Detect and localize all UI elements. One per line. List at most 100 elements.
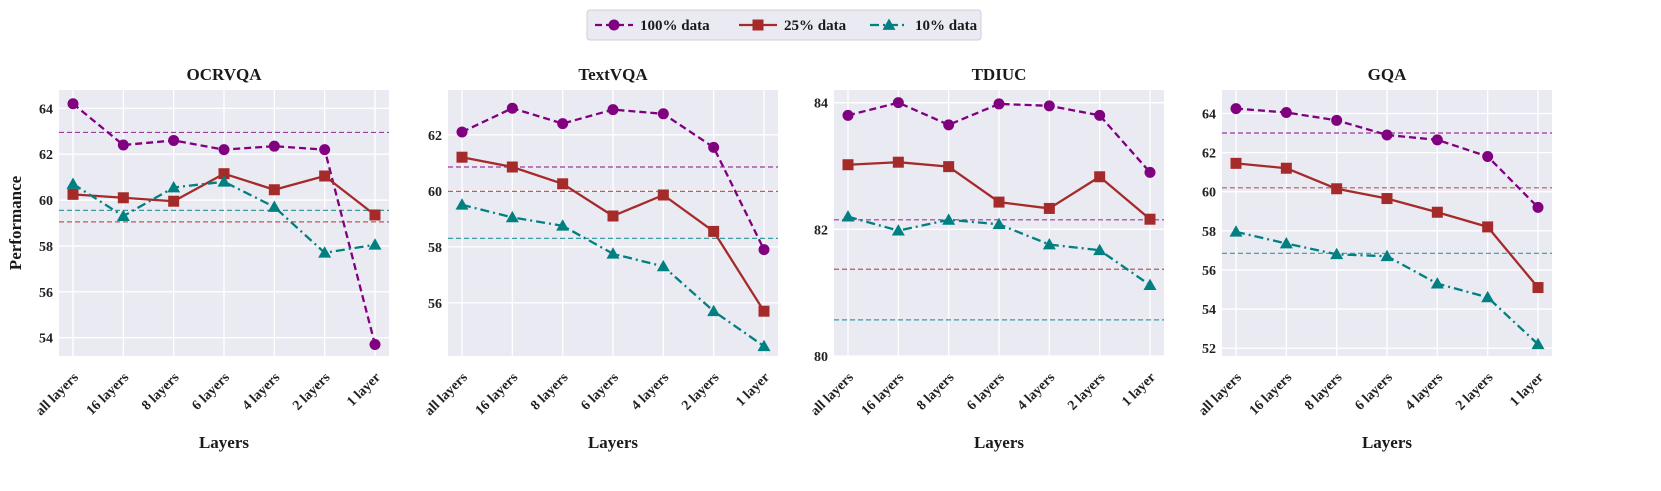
- data-point-10-data: [556, 219, 570, 231]
- x-tick-label: 16 layers: [1247, 370, 1296, 419]
- data-point-25-data: [842, 159, 854, 171]
- y-tick-label: 84: [814, 97, 828, 112]
- x-tick-label: 1 layer: [1507, 370, 1546, 409]
- data-point-100-data: [943, 119, 955, 131]
- x-tick-label: 4 layers: [1015, 370, 1059, 414]
- x-tick-label: 8 layers: [1302, 370, 1346, 414]
- data-point-25-data: [758, 305, 770, 317]
- x-tick-label: 6 layers: [190, 370, 234, 414]
- data-point-10-data: [455, 198, 469, 210]
- legend-marker-100-data: [608, 19, 620, 31]
- x-tick-label: 6 layers: [579, 370, 623, 414]
- data-point-10-data: [992, 217, 1006, 230]
- y-tick-label: 56: [39, 286, 53, 301]
- x-tick-label: 16 layers: [84, 370, 133, 419]
- y-tick-label: 60: [428, 185, 442, 200]
- y-tick-label: 56: [1202, 264, 1216, 279]
- x-tick-label: 1 layer: [733, 370, 772, 409]
- data-point-10-data: [318, 246, 332, 258]
- series-100-data-textvqa: [456, 102, 770, 256]
- data-point-10-data: [66, 177, 80, 189]
- panel-ocrvqa: OCRVQA 54 56 58 60 62 64 all layers 16 layers 8 l…: [6, 65, 389, 452]
- data-point-25-data: [1331, 183, 1343, 195]
- x-axis-label-ocrvqa: Layers: [199, 433, 249, 452]
- y-tick-label: 58: [39, 240, 53, 255]
- data-point-10-data: [1093, 243, 1107, 256]
- data-point-10-data: [707, 304, 721, 317]
- y-tick-label: 58: [428, 241, 442, 256]
- x-tick-label: 4 layers: [629, 370, 673, 414]
- grid-gqa: [1222, 90, 1552, 356]
- data-point-100-data: [1094, 109, 1106, 121]
- series-100-data-tdiuc: [842, 97, 1156, 178]
- x-tick-label: all layers: [422, 370, 471, 419]
- x-axis-label-textvqa: Layers: [588, 433, 638, 452]
- legend-marker-10-data: [882, 18, 896, 30]
- data-point-100-data: [1230, 103, 1242, 115]
- data-point-25-data: [369, 209, 381, 221]
- x-tick-label: 8 layers: [528, 370, 572, 414]
- data-point-10-data: [505, 210, 519, 223]
- y-tick-label: 56: [428, 297, 442, 312]
- data-point-25-data: [1280, 162, 1292, 174]
- data-point-25-data: [218, 168, 230, 180]
- data-point-100-data: [1331, 114, 1343, 126]
- y-tick-label: 60: [39, 194, 53, 209]
- series-10-data-textvqa: [455, 198, 771, 352]
- data-point-100-data: [456, 126, 468, 138]
- x-tick-label: 2 layers: [290, 370, 334, 414]
- data-point-100-data: [268, 140, 280, 152]
- y-tick-label: 62: [39, 148, 53, 163]
- data-point-10-data: [841, 210, 855, 222]
- y-tick-label: 60: [1202, 186, 1216, 201]
- x-tick-label: 2 layers: [679, 370, 723, 414]
- data-point-25-data: [1230, 157, 1242, 169]
- data-point-100-data: [1532, 201, 1544, 213]
- series-100-data-gqa: [1230, 103, 1544, 213]
- data-point-10-data: [1229, 225, 1243, 237]
- data-point-25-data: [1043, 202, 1055, 214]
- data-point-25-data: [319, 170, 331, 182]
- y-tick-label: 62: [428, 129, 442, 144]
- data-point-100-data: [319, 144, 331, 156]
- x-tick-label: 16 layers: [473, 370, 522, 419]
- legend-entry-10-data: 10% data: [870, 18, 978, 34]
- data-point-10-data: [1481, 290, 1495, 303]
- x-tick-label: 4 layers: [240, 370, 284, 414]
- x-tick-label: 8 layers: [914, 370, 958, 414]
- data-point-25-data: [456, 151, 468, 163]
- data-point-100-data: [1431, 134, 1443, 146]
- y-tick-label: 58: [1202, 225, 1216, 240]
- series-100-data-ocrvqa: [67, 98, 381, 351]
- legend-label-10-data: 10% data: [915, 18, 978, 34]
- panel-gqa: GQA 52 54 56 58 60 62 64 all layers 16 layers 8 la…: [1196, 65, 1552, 452]
- data-point-10-data: [217, 175, 231, 187]
- y-tick-label: 54: [39, 332, 53, 347]
- series-10-data-ocrvqa: [66, 175, 382, 258]
- legend-frame: [586, 9, 982, 41]
- x-axis-label-tdiuc: Layers: [974, 433, 1024, 452]
- x-tick-label: 4 layers: [1403, 370, 1447, 414]
- data-point-25-data: [943, 161, 955, 173]
- data-point-10-data: [942, 213, 956, 225]
- data-point-25-data: [168, 195, 180, 207]
- data-point-10-data: [656, 259, 670, 272]
- y-tick-label: 62: [1202, 147, 1216, 162]
- data-point-10-data: [1042, 238, 1056, 250]
- data-point-10-data: [891, 224, 905, 236]
- data-point-10-data: [267, 200, 281, 212]
- data-point-10-data: [1143, 278, 1157, 290]
- data-point-100-data: [842, 109, 854, 121]
- panel-textvqa: TextVQA 56 58 60 62 all layers 16 layers 8 laye…: [422, 65, 778, 452]
- panel-title-ocrvqa: OCRVQA: [187, 65, 263, 84]
- grid-ocrvqa: [59, 90, 389, 356]
- data-point-100-data: [218, 144, 230, 156]
- legend-label-25-data: 25% data: [784, 18, 847, 34]
- data-point-100-data: [607, 104, 619, 116]
- data-point-100-data: [557, 118, 569, 130]
- x-axis-label-gqa: Layers: [1362, 433, 1412, 452]
- data-point-100-data: [993, 98, 1005, 110]
- data-point-100-data: [758, 244, 770, 256]
- data-point-25-data: [1094, 171, 1106, 183]
- panel-title-gqa: GQA: [1368, 65, 1407, 84]
